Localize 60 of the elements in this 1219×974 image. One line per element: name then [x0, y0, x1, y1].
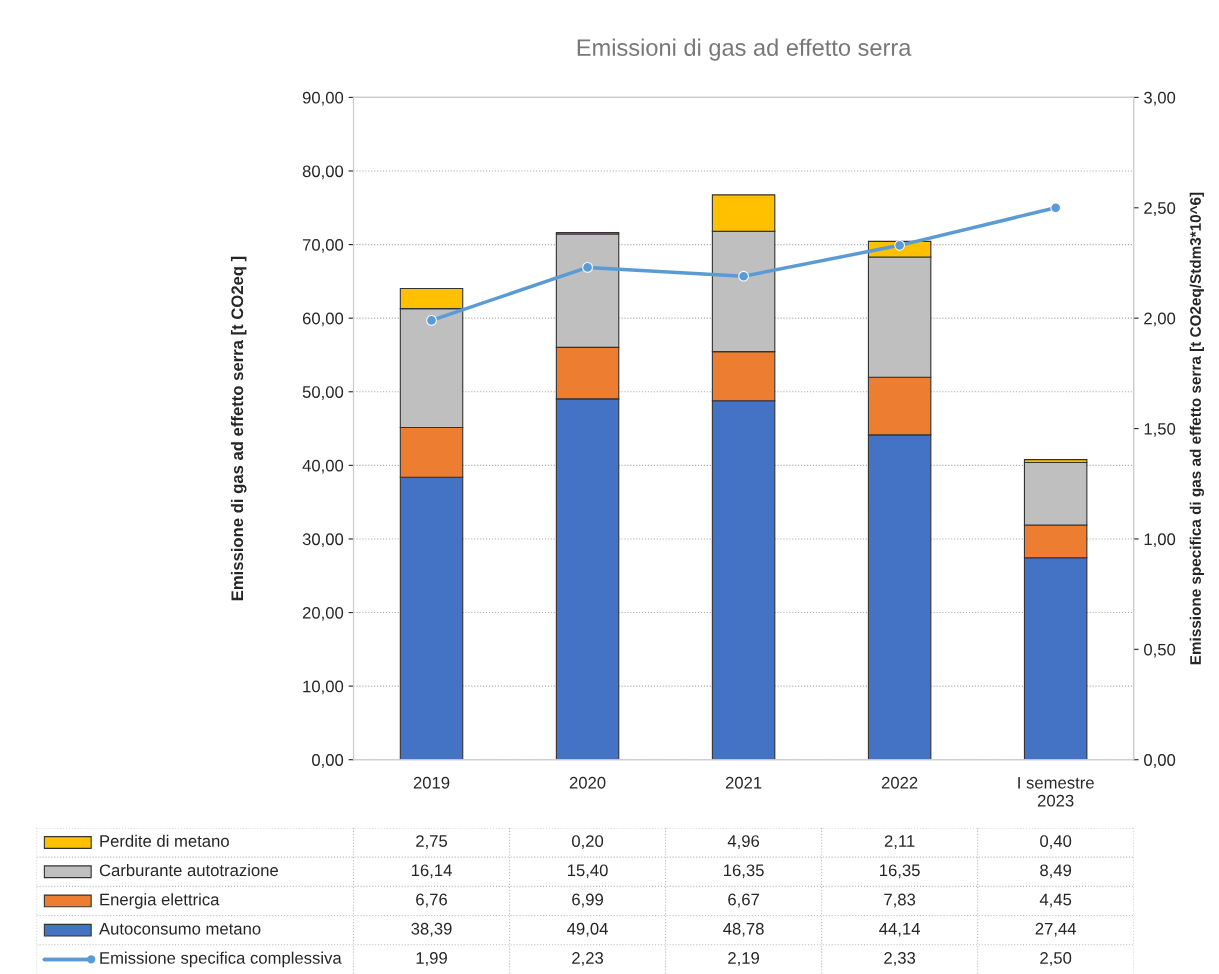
data-label: 49,04: [567, 922, 608, 937]
data-label: 15,40: [567, 864, 608, 879]
data-label: 44,14: [879, 923, 920, 937]
y-tick-label: 10,00: [303, 680, 344, 695]
chart-title: Emissioni di gas ad effetto serra: [577, 38, 912, 61]
data-label: 6,76: [416, 893, 448, 908]
data-label: 2,50: [1040, 952, 1072, 966]
point: [894, 239, 905, 251]
data-label: 2,75: [416, 835, 448, 849]
y-tick-label: 0,00: [312, 754, 344, 768]
y-tick-label: 80,00: [302, 165, 344, 180]
point: [1050, 202, 1062, 214]
data-label: 27,44: [1035, 922, 1077, 937]
point: [426, 315, 437, 326]
data-label: 1,99: [416, 952, 447, 966]
y2-tick-label: 0,50: [1144, 643, 1176, 658]
data-label: 2,33: [884, 952, 916, 966]
y2-tick-label: 1,50: [1144, 422, 1176, 437]
x-tick-label: I semestre 2023: [1018, 777, 1094, 807]
y2-tick-label: 3,00: [1144, 91, 1176, 106]
x-tick-label: 2019: [413, 776, 450, 789]
x-tick-label: 2022: [881, 776, 918, 789]
data-label: 0,20: [571, 835, 604, 849]
point: [738, 270, 749, 282]
legend-label: Energia elettrica: [100, 893, 220, 909]
data-label: 2,23: [572, 952, 604, 966]
point: [582, 262, 593, 273]
x-tick-label: 2021: [725, 776, 762, 789]
data-label: 16,35: [880, 864, 920, 879]
y-tick-label: 60,00: [302, 312, 344, 327]
data-label: 6,99: [572, 893, 603, 908]
legend-label: Carburante autotrazione: [99, 863, 278, 877]
y-tick-label: 50,00: [302, 386, 344, 400]
data-label: 2,11: [884, 835, 915, 849]
y-tick-label: 30,00: [302, 533, 344, 548]
data-label: 48,78: [723, 922, 764, 937]
y-tick-label: 70,00: [302, 238, 344, 253]
data-label: 2,19: [728, 952, 760, 966]
x-tick-label: 2020: [569, 776, 606, 789]
y2-tick-label: 1,00: [1144, 533, 1176, 548]
data-label: 4,96: [727, 835, 760, 849]
y-tick-label: 90,00: [302, 91, 344, 106]
data-label: 6,67: [728, 893, 759, 908]
data-label: 0,40: [1040, 835, 1072, 849]
legend-label: Perdite di metano: [100, 834, 229, 847]
y2-tick-label: 2,00: [1144, 312, 1176, 327]
y2-tick-label: 0,00: [1144, 754, 1176, 768]
y-tick-label: 40,00: [302, 459, 344, 474]
y-tick-label: 20,00: [302, 606, 344, 621]
data-label: 16,35: [724, 864, 764, 879]
y-axis-title: Emissione di gas ad effetto serra [t CO2eq ]: [230, 256, 247, 601]
y2-axis-title: Emissione specifica di gas ad effetto serra [t CO2eq/Stdm3*10^6]: [1189, 192, 1205, 665]
legend-label: Emissione specifica complessiva: [100, 951, 342, 968]
data-label: 38,39: [411, 922, 452, 937]
data-label: 8,49: [1040, 864, 1072, 879]
legend-label: Autoconsumo metano: [99, 923, 261, 935]
data-label: 7,83: [884, 893, 916, 908]
data-label: 4,45: [1039, 893, 1072, 908]
data-label: 16,14: [411, 864, 452, 879]
y2-tick-label: 2,50: [1144, 202, 1176, 216]
